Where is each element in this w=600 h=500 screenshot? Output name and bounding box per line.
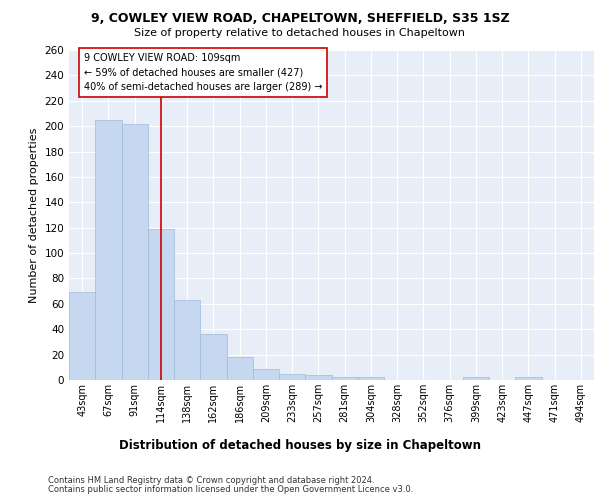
Bar (227, 357, 253, 380)
Bar (174, 300, 200, 380)
Bar (358, 378, 384, 380)
Bar (305, 375, 331, 380)
Text: Size of property relative to detached houses in Chapeltown: Size of property relative to detached ho… (134, 28, 466, 38)
Y-axis label: Number of detached properties: Number of detached properties (29, 128, 39, 302)
Text: Distribution of detached houses by size in Chapeltown: Distribution of detached houses by size … (119, 440, 481, 452)
Bar (148, 229, 174, 380)
Bar (515, 378, 542, 380)
Bar (95, 120, 121, 380)
Bar (121, 124, 148, 380)
Bar (69, 292, 95, 380)
Bar (279, 374, 305, 380)
Bar (463, 378, 489, 380)
Text: 9 COWLEY VIEW ROAD: 109sqm
← 59% of detached houses are smaller (427)
40% of sem: 9 COWLEY VIEW ROAD: 109sqm ← 59% of deta… (84, 52, 322, 92)
Bar (200, 334, 227, 380)
Bar (331, 378, 358, 380)
Bar (253, 368, 279, 380)
Text: Contains public sector information licensed under the Open Government Licence v3: Contains public sector information licen… (48, 484, 413, 494)
Text: 9, COWLEY VIEW ROAD, CHAPELTOWN, SHEFFIELD, S35 1SZ: 9, COWLEY VIEW ROAD, CHAPELTOWN, SHEFFIE… (91, 12, 509, 26)
Text: Contains HM Land Registry data © Crown copyright and database right 2024.: Contains HM Land Registry data © Crown c… (48, 476, 374, 485)
